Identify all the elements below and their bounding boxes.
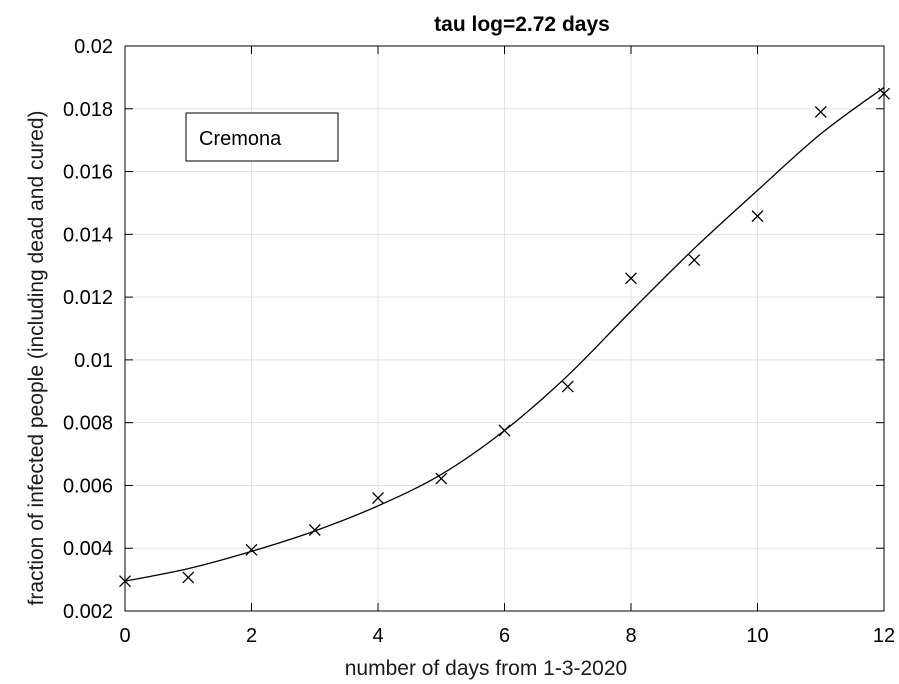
y-tick-label: 0.004 (63, 538, 113, 560)
data-point-stroke (625, 272, 637, 285)
data-point (498, 424, 511, 437)
data-point (751, 210, 764, 223)
x-tick-label: 4 (372, 625, 383, 647)
data-point-stroke (751, 210, 764, 223)
legend-label: Cremona (199, 128, 282, 150)
data-point-stroke (245, 543, 258, 556)
y-tick-labels: 0.002 0.004 0.006 0.008 0.01 0.012 0.014 0.016 0… (63, 36, 113, 623)
y-tick-label: 0.01 (74, 350, 113, 372)
data-point-stroke (561, 380, 574, 393)
data-point (561, 380, 574, 393)
data-point (182, 571, 195, 584)
data-point-stroke (308, 524, 321, 536)
data-point-stroke (372, 492, 384, 504)
y-tick-label: 0.012 (63, 287, 113, 309)
x-tick-label: 10 (746, 625, 768, 647)
y-tick-label: 0.02 (74, 36, 113, 58)
y-tick-label: 0.006 (63, 475, 113, 497)
axis-ticks (124, 45, 885, 612)
x-tick-label: 0 (119, 625, 130, 647)
y-tick-label: 0.014 (63, 224, 113, 246)
data-point (435, 472, 448, 485)
data-point-stroke (498, 424, 511, 437)
x-tick-label: 12 (873, 625, 895, 647)
data-point-stroke (182, 571, 195, 584)
data-point (245, 543, 258, 556)
y-tick-label: 0.016 (63, 162, 113, 184)
y-tick-label: 0.002 (63, 601, 113, 623)
y-tick-label: 0.018 (63, 99, 113, 121)
data-marker-layer (119, 87, 890, 588)
x-tick-label: 6 (499, 625, 510, 647)
x-axis-label: number of days from 1-3-2020 (345, 657, 627, 680)
x-tick-label: 2 (246, 625, 257, 647)
data-point-stroke (814, 105, 827, 118)
fit-curve-layer (124, 86, 885, 582)
x-tick-label: 8 (625, 625, 636, 647)
data-point (625, 272, 637, 285)
data-point (308, 524, 321, 536)
x-tick-labels: 0 2 4 6 8 10 12 (119, 625, 895, 647)
data-point-stroke (688, 254, 701, 267)
data-point (372, 492, 384, 504)
chart-title: tau log=2.72 days (434, 13, 610, 36)
data-point (688, 254, 701, 267)
data-point-stroke (435, 472, 448, 485)
legend-box (185, 112, 339, 162)
y-axis-label: fraction of infected people (including d… (25, 111, 48, 606)
data-point (814, 105, 827, 118)
legend: Cremona (185, 112, 339, 162)
fit-curve (124, 86, 885, 582)
y-tick-label: 0.008 (63, 413, 113, 435)
